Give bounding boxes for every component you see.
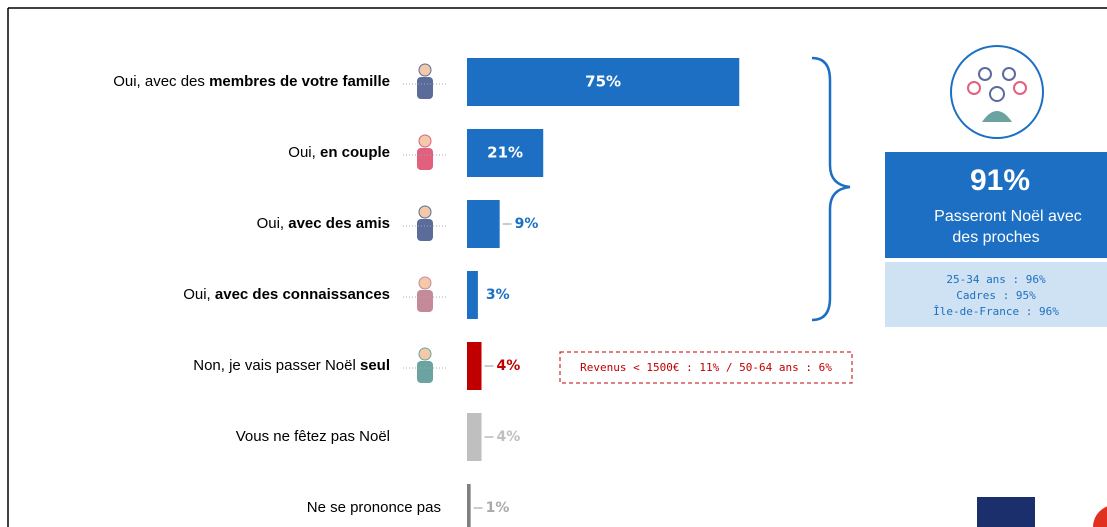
- icon-head: [418, 63, 432, 77]
- summary-box: [885, 152, 1107, 258]
- value-label: 4%: [497, 429, 521, 445]
- category-label: Vous ne fêtez pas Noël: [236, 428, 390, 445]
- icon-body: [417, 290, 433, 312]
- category-part: Non, je vais passer Noël: [193, 357, 360, 374]
- category-part: Oui, avec des: [113, 73, 209, 90]
- category-part: en couple: [320, 144, 390, 161]
- category-part: membres de votre famille: [209, 73, 390, 90]
- bar: [467, 58, 740, 106]
- details-box: [885, 262, 1107, 327]
- category-part: seul: [360, 357, 390, 374]
- summary-value: 91%: [970, 164, 1030, 197]
- logo: [977, 497, 1035, 527]
- bar: [467, 413, 482, 461]
- category-label: Oui, avec des membres de votre famille: [113, 73, 390, 90]
- note: Revenus < 1500€ : 11% / 50-64 ans : 6%: [580, 361, 832, 374]
- summary-text: Passeront Noël avec: [934, 208, 1082, 225]
- person-icon: [403, 134, 448, 170]
- logo: [1093, 506, 1107, 527]
- category-label: Ne se prononce pas: [307, 499, 441, 516]
- category-label: Non, je vais passer Noël seul: [193, 357, 390, 374]
- summary-detail: Cadres : 95%: [956, 289, 1036, 302]
- bar: [467, 342, 482, 390]
- category-part: Oui,: [183, 286, 215, 303]
- person-icon: [403, 63, 448, 99]
- person-icon: [403, 276, 448, 312]
- icon-body: [417, 219, 433, 241]
- icon-head: [418, 276, 432, 290]
- category-label: Oui, en couple: [288, 144, 390, 161]
- bar: [467, 484, 471, 527]
- person-icon: [403, 205, 448, 241]
- category-part: Oui,: [257, 215, 289, 232]
- value-label: 1%: [486, 500, 510, 516]
- brace: [811, 56, 851, 322]
- category-part: Oui,: [288, 144, 320, 161]
- bar: [467, 200, 500, 248]
- value-label: 3%: [486, 287, 510, 303]
- category-part: avec des amis: [288, 215, 390, 232]
- note-box: [559, 351, 853, 384]
- icon-body: [417, 148, 433, 170]
- icon-head: [418, 134, 432, 148]
- value-label: 75%: [585, 73, 621, 91]
- category-part: Ne se prononce pas: [307, 499, 441, 516]
- person-icon: [403, 347, 448, 383]
- value-label: 21%: [487, 144, 523, 162]
- category-label: Oui, avec des amis: [257, 215, 390, 232]
- category-part: Vous ne fêtez pas Noël: [236, 428, 390, 445]
- bar: [467, 129, 544, 177]
- group-icon: [950, 45, 1044, 139]
- icon-body: [417, 361, 433, 383]
- icon-head: [418, 205, 432, 219]
- summary-text: des proches: [952, 229, 1039, 246]
- category-label: Oui, avec des connaissances: [183, 286, 390, 303]
- icon-head: [418, 347, 432, 361]
- summary-detail: 25-34 ans : 96%: [946, 273, 1046, 286]
- bar: [467, 271, 478, 319]
- icon-body: [417, 77, 433, 99]
- value-label: 9%: [515, 216, 539, 232]
- value-label: 4%: [497, 358, 521, 374]
- summary-detail: Île-de-France : 96%: [933, 305, 1059, 318]
- category-part: avec des connaissances: [215, 286, 390, 303]
